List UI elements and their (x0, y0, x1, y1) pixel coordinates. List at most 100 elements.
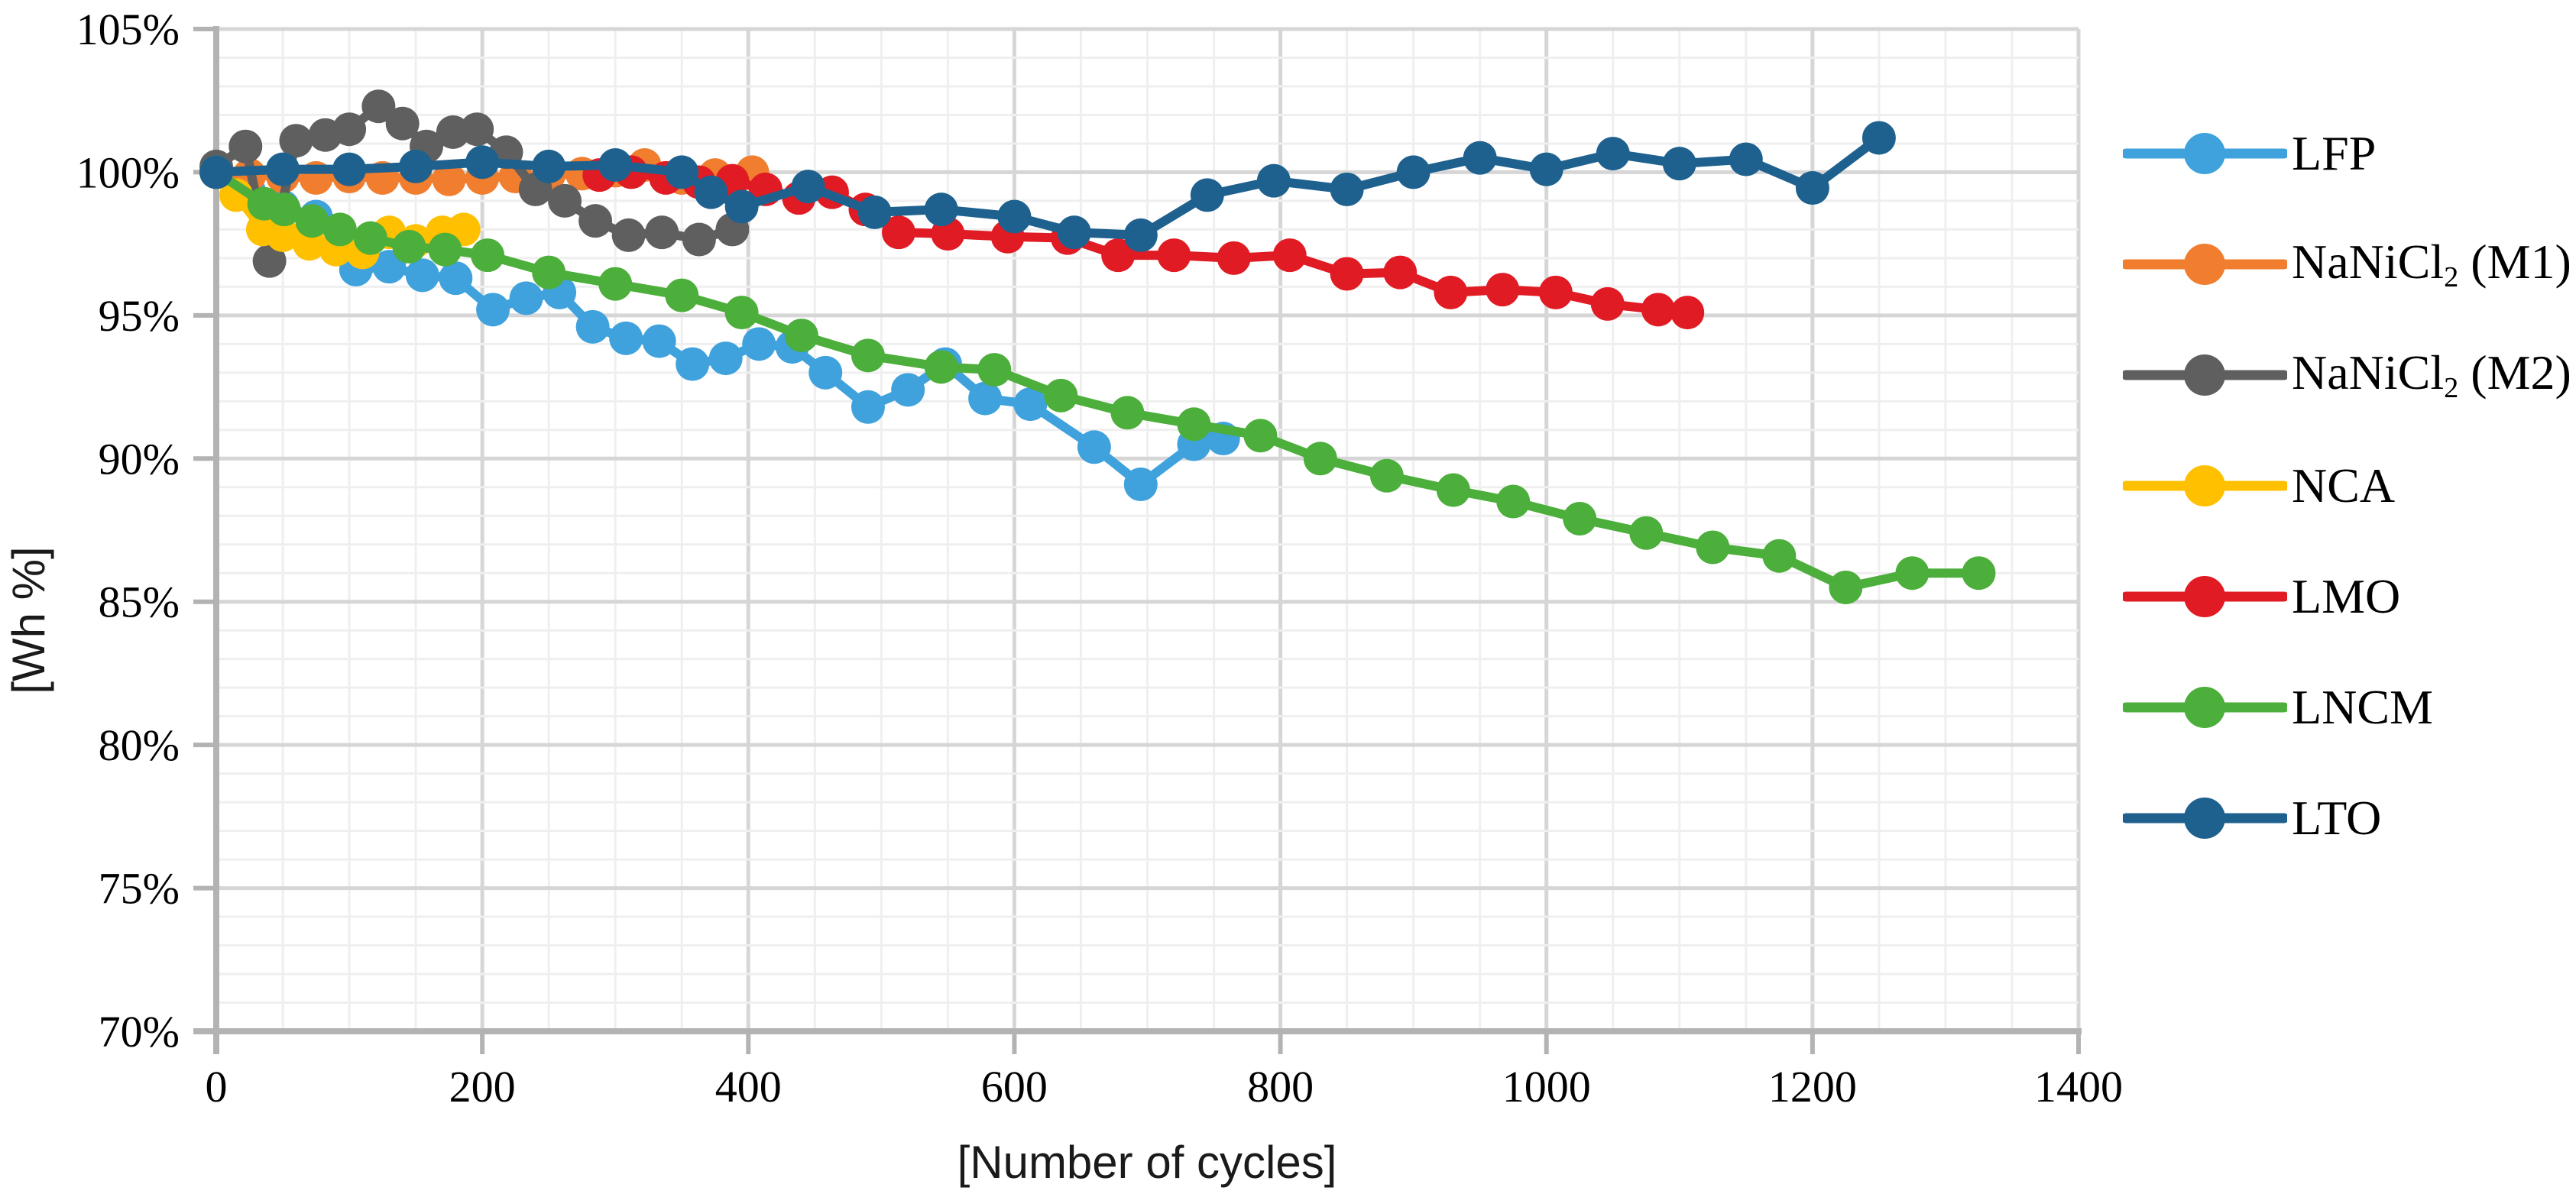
data-point (598, 148, 633, 183)
data-point (1157, 238, 1191, 273)
data-point (665, 278, 699, 312)
legend-marker-icon (2123, 464, 2287, 506)
data-point (924, 193, 958, 227)
data-point (266, 218, 300, 252)
legend-item-lfp: LFP (2123, 98, 2574, 209)
data-point (1190, 178, 1224, 212)
legend-item-nca: NCA (2123, 430, 2574, 541)
data-point (784, 319, 818, 353)
data-point (1436, 473, 1470, 507)
data-point (1670, 296, 1705, 330)
legend-marker-icon (2123, 243, 2287, 285)
x-tick-label: 800 (1247, 1062, 1314, 1111)
x-tick-label: 1400 (2034, 1062, 2123, 1111)
data-point (322, 212, 357, 247)
data-point (295, 204, 329, 238)
data-point (1596, 137, 1630, 171)
data-point (1729, 142, 1763, 176)
series-lfp (199, 155, 1240, 502)
data-point (439, 261, 473, 296)
y-tick-label: 105% (76, 5, 180, 54)
y-tick-label: 100% (76, 147, 180, 197)
data-point (682, 222, 716, 257)
data-point (645, 215, 679, 250)
data-point (199, 155, 233, 189)
data-point (392, 229, 426, 264)
legend-label: LTO (2292, 790, 2382, 845)
data-point (399, 149, 433, 183)
series-nanicl2-m2- (199, 89, 750, 278)
data-point (609, 321, 643, 355)
data-point (465, 145, 500, 180)
data-point (598, 267, 633, 301)
data-point (428, 232, 462, 267)
x-tick-label: 400 (715, 1062, 782, 1111)
legend: LFP NaNiCl2 (M1) NaNiCl2 (M2) NCA LMO LNCM LTO (2123, 98, 2574, 873)
data-point (266, 152, 300, 186)
data-point (977, 353, 1012, 387)
data-point (575, 309, 610, 344)
data-point (385, 106, 420, 141)
data-point (676, 347, 710, 381)
data-point (708, 341, 743, 376)
legend-item-lncm: LNCM (2123, 652, 2574, 762)
legend-item-nanicl2-m1: NaNiCl2 (M1) (2123, 209, 2574, 319)
y-tick-label: 75% (99, 864, 180, 914)
data-point (808, 355, 843, 390)
y-tick-label: 90% (99, 434, 180, 484)
axes (193, 26, 2082, 1054)
legend-marker-icon (2123, 132, 2287, 174)
data-point (1563, 502, 1597, 536)
gridlines (216, 27, 2081, 1031)
data-point (532, 255, 566, 290)
data-point (1057, 215, 1091, 250)
data-point (353, 221, 387, 255)
data-point (1272, 238, 1307, 273)
y-tick-label: 85% (99, 578, 180, 627)
data-point (471, 238, 505, 273)
legend-label: LFP (2292, 125, 2377, 180)
y-axis-title: [Wh %] (3, 546, 54, 694)
data-point (881, 215, 915, 250)
tick-labels: 0 200 400 600 800 1000 1200 1400 105% 100% 95% 90% 8… (76, 5, 2123, 1111)
series-lto (199, 121, 1896, 252)
legend-label: LMO (2292, 568, 2401, 623)
data-point (332, 112, 367, 147)
legend-label: NCA (2292, 458, 2396, 513)
legend-marker-icon (2123, 797, 2287, 839)
data-point (1662, 147, 1696, 181)
data-point (1330, 257, 1364, 291)
x-tick-label: 1200 (1768, 1062, 1857, 1111)
data-point (1243, 419, 1278, 453)
legend-marker-icon (2123, 354, 2287, 396)
legend-marker-icon (2123, 686, 2287, 728)
data-point (742, 327, 776, 361)
x-tick-label: 200 (449, 1062, 516, 1111)
y-tick-label: 95% (99, 291, 180, 341)
data-point (361, 89, 396, 124)
data-point (405, 258, 439, 293)
data-point (1641, 293, 1675, 327)
data-point (891, 373, 925, 407)
legend-item-lto: LTO (2123, 762, 2574, 873)
data-point (279, 124, 313, 158)
legend-label: NaNiCl2 (M1) (2292, 235, 2571, 293)
data-point (1123, 468, 1158, 502)
x-axis-title: [Number of cycles] (957, 1137, 1337, 1188)
data-point (1077, 430, 1111, 464)
data-point (1795, 171, 1829, 205)
data-point (1123, 218, 1158, 252)
data-point (1486, 273, 1520, 307)
data-point (724, 296, 759, 330)
legend-item-lmo: LMO (2123, 541, 2574, 652)
data-point (460, 112, 494, 147)
data-point (1217, 241, 1251, 275)
data-point (1013, 387, 1048, 422)
data-point (611, 218, 646, 252)
x-tick-label: 0 (206, 1062, 228, 1111)
data-point (1383, 255, 1418, 290)
data-point (1862, 121, 1896, 155)
data-point (642, 324, 676, 358)
x-tick-label: 600 (981, 1062, 1048, 1111)
